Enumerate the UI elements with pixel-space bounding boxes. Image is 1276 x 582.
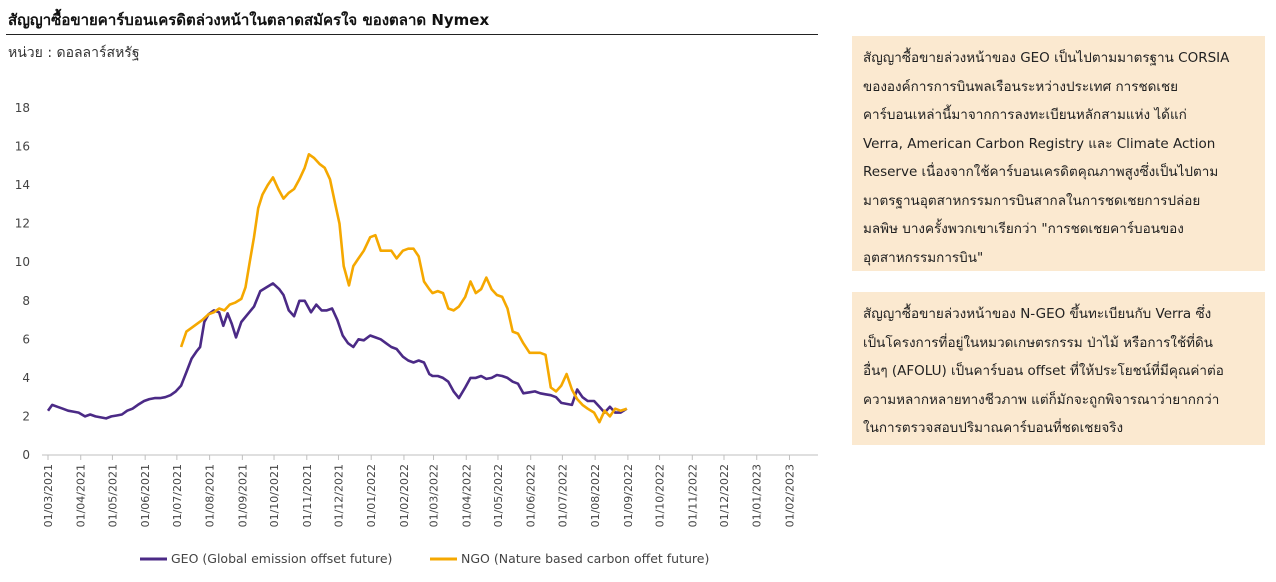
note-line: ในการตรวจสอบปริมาณคาร์บอนที่ชดเชยจริง [863, 420, 1124, 436]
note-box-geo: สัญญาซื้อขายล่วงหน้าของ GEO เป็นไปตามมาต… [852, 36, 1265, 271]
note-line: อื่นๆ (AFOLU) เป็นคาร์บอน offset ที่ให้ป… [863, 363, 1224, 379]
x-tick-label: 01/04/2022 [460, 464, 473, 527]
legend-label: NGO (Nature based carbon offet future) [461, 551, 709, 566]
series-line-geo [46, 282, 628, 420]
note-line: ความหลากหลายทางชีวภาพ แต่ก็มักจะถูกพิจาร… [863, 391, 1220, 408]
y-tick-label: 4 [22, 371, 30, 385]
x-tick-label: 01/09/2021 [236, 464, 249, 527]
x-tick-label: 01/02/2022 [398, 464, 411, 527]
note-line: Verra, American Carbon Registry และ Clim… [863, 135, 1216, 152]
x-tick-label: 01/10/2021 [268, 464, 281, 527]
note-line: สัญญาซื้อขายล่วงหน้าของ GEO เป็นไปตามมาต… [863, 50, 1230, 66]
y-tick-label: 10 [15, 255, 30, 269]
y-tick-label: 14 [15, 178, 30, 192]
x-tick-label: 01/01/2022 [365, 464, 378, 527]
note-line: มลพิษ บางครั้งพวกเขาเรียกว่า "การชดเชยคา… [863, 221, 1184, 237]
legend-label: GEO (Global emission offset future) [171, 551, 392, 566]
chart-title: สัญญาซื้อขายคาร์บอนเครดิตล่วงหน้าในตลาดส… [8, 11, 490, 29]
x-tick-label: 01/01/2023 [751, 464, 764, 527]
x-tick-label: 01/10/2022 [654, 464, 667, 527]
x-tick-label: 01/03/2021 [42, 464, 55, 527]
x-tick-label: 01/12/2022 [718, 464, 731, 527]
note-box-ngo: สัญญาซื้อขายล่วงหน้าของ N-GEO ขึ้นทะเบีย… [852, 292, 1265, 445]
y-tick-label: 12 [15, 217, 30, 231]
series-line-ngo [179, 153, 628, 424]
y-tick-label: 8 [22, 294, 30, 308]
x-tick-label: 01/03/2022 [428, 464, 441, 527]
x-tick-label: 01/06/2021 [139, 464, 152, 527]
x-tick-label: 01/04/2021 [75, 464, 88, 527]
note-line: ขององค์การการบินพลเรือนระหว่างประเทศ การ… [863, 78, 1179, 95]
y-tick-label: 16 [15, 140, 30, 154]
x-tick-label: 01/11/2022 [686, 464, 699, 527]
x-tick-label: 01/05/2022 [492, 464, 505, 527]
x-tick-label: 01/07/2022 [556, 464, 569, 527]
note-line: อุตสาหกรรมการบิน" [863, 249, 984, 266]
x-tick-label: 01/05/2021 [106, 464, 119, 527]
x-tick-label: 01/08/2022 [589, 464, 602, 527]
note-line: มาตรฐานอุตสาหกรรมการบินสากลในการชดเชยการ… [863, 192, 1201, 209]
x-tick-label: 01/02/2023 [783, 464, 796, 527]
note-line: คาร์บอนเหล่านี้มาจากการลงทะเบียนหลักสามแ… [863, 107, 1187, 123]
x-tick-label: 01/09/2022 [622, 464, 635, 527]
x-tick-label: 01/12/2021 [332, 464, 345, 527]
unit-label: หน่วย : ดอลลาร์สหรัฐ [8, 45, 140, 61]
note-line: เป็นโครงการที่อยู่ในหมวดเกษตรกรรม ป่าไม้… [863, 334, 1214, 351]
title-divider [6, 34, 818, 35]
x-tick-label: 01/11/2021 [301, 464, 314, 527]
series-group [46, 153, 628, 424]
x-tick-label: 01/08/2021 [204, 464, 217, 527]
legend: GEO (Global emission offset future) NGO (… [140, 551, 709, 566]
x-axis: 01/03/2021 01/04/2021 01/05/2021 01/06/2021… [42, 454, 818, 527]
note-line: Reserve เนื่องจากใช้คาร์บอนเครดิตคุณภาพส… [863, 164, 1219, 180]
y-tick-label: 18 [15, 101, 30, 115]
y-tick-label: 2 [22, 409, 30, 423]
note-line: สัญญาซื้อขายล่วงหน้าของ N-GEO ขึ้นทะเบีย… [863, 306, 1212, 322]
y-tick-label: 6 [22, 332, 30, 346]
y-tick-label: 0 [22, 448, 30, 462]
x-tick-label: 01/07/2021 [171, 464, 184, 527]
y-axis: 0 2 4 6 8 10 12 14 16 18 [15, 101, 30, 462]
x-tick-label: 01/06/2022 [525, 464, 538, 527]
